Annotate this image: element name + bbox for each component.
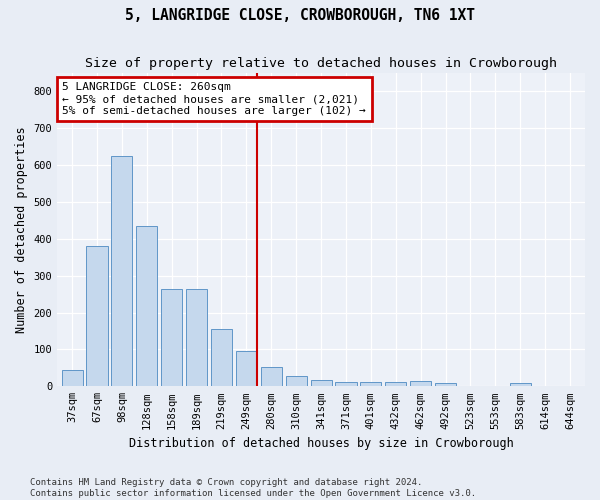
Bar bbox=[311, 380, 332, 386]
Bar bbox=[62, 370, 83, 386]
Bar bbox=[509, 384, 531, 386]
Bar bbox=[161, 288, 182, 386]
Bar bbox=[112, 156, 133, 386]
X-axis label: Distribution of detached houses by size in Crowborough: Distribution of detached houses by size … bbox=[129, 437, 514, 450]
Text: 5 LANGRIDGE CLOSE: 260sqm
← 95% of detached houses are smaller (2,021)
5% of sem: 5 LANGRIDGE CLOSE: 260sqm ← 95% of detac… bbox=[62, 82, 366, 116]
Bar bbox=[186, 288, 207, 386]
Bar bbox=[335, 382, 356, 386]
Text: Contains HM Land Registry data © Crown copyright and database right 2024.
Contai: Contains HM Land Registry data © Crown c… bbox=[30, 478, 476, 498]
Bar bbox=[86, 246, 107, 386]
Bar bbox=[385, 382, 406, 386]
Text: 5, LANGRIDGE CLOSE, CROWBOROUGH, TN6 1XT: 5, LANGRIDGE CLOSE, CROWBOROUGH, TN6 1XT bbox=[125, 8, 475, 22]
Bar bbox=[410, 381, 431, 386]
Bar bbox=[435, 384, 456, 386]
Bar bbox=[286, 376, 307, 386]
Bar bbox=[261, 367, 282, 386]
Y-axis label: Number of detached properties: Number of detached properties bbox=[15, 126, 28, 333]
Bar bbox=[211, 329, 232, 386]
Bar bbox=[236, 351, 257, 386]
Title: Size of property relative to detached houses in Crowborough: Size of property relative to detached ho… bbox=[85, 58, 557, 70]
Bar bbox=[360, 382, 382, 386]
Bar bbox=[136, 226, 157, 386]
